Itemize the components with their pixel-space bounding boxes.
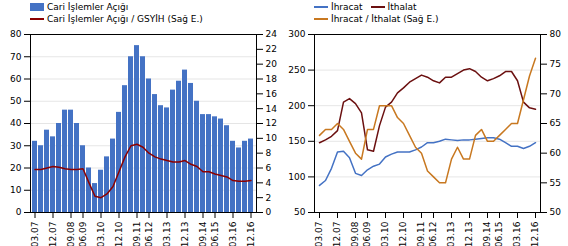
svg-text:22: 22 [266, 44, 277, 54]
svg-text:14: 14 [266, 104, 278, 114]
html-text:Cari İşlemler Açığı: Cari İşlemler Açığı [47, 2, 129, 12]
svg-text:200: 200 [288, 101, 305, 111]
svg-text:06.15: 06.15 [210, 222, 220, 246]
svg-text:03.13: 03.13 [162, 222, 172, 246]
svg-text:10: 10 [10, 185, 22, 195]
svg-text:18: 18 [266, 74, 278, 84]
svg-text:12.16: 12.16 [530, 221, 540, 246]
svg-text:06.09: 06.09 [78, 221, 88, 246]
svg-text:09.08: 09.08 [66, 221, 76, 246]
svg-text:12: 12 [266, 118, 277, 128]
svg-text:09.14: 09.14 [482, 221, 492, 246]
svg-text:6: 6 [266, 163, 272, 173]
svg-text:03.10: 03.10 [96, 221, 106, 246]
html-text:İhracat / İthalat (Sağ E.): İhracat / İthalat (Sağ E.) [331, 14, 439, 24]
svg-text:20: 20 [266, 59, 278, 69]
svg-text:06.09: 06.09 [362, 221, 372, 246]
html-text:İhracat: İhracat [331, 2, 363, 12]
svg-text:150: 150 [288, 136, 305, 146]
svg-text:10: 10 [266, 133, 278, 143]
svg-text:03.07: 03.07 [30, 222, 40, 246]
svg-text:09.11: 09.11 [132, 222, 142, 246]
svg-text:2: 2 [266, 193, 272, 203]
svg-text:50: 50 [294, 207, 306, 217]
svg-text:06.12: 06.12 [144, 222, 154, 246]
svg-text:300: 300 [288, 29, 305, 39]
svg-text:100: 100 [288, 172, 305, 182]
svg-text:40: 40 [10, 118, 22, 128]
svg-text:65: 65 [550, 118, 561, 128]
svg-text:20: 20 [10, 163, 22, 173]
svg-text:60: 60 [550, 148, 562, 158]
svg-text:50: 50 [550, 207, 562, 217]
svg-text:4: 4 [266, 178, 272, 188]
svg-text:24: 24 [266, 29, 278, 39]
svg-text:50: 50 [10, 96, 22, 106]
svg-text:12.10: 12.10 [398, 221, 408, 246]
svg-text:0: 0 [266, 207, 272, 217]
svg-text:75: 75 [550, 59, 561, 69]
svg-text:03.07: 03.07 [314, 222, 324, 246]
svg-text:12.16: 12.16 [246, 221, 256, 246]
svg-text:30: 30 [10, 141, 22, 151]
svg-text:12.07: 12.07 [48, 222, 58, 246]
svg-text:06.12: 06.12 [428, 222, 438, 246]
svg-text:70: 70 [550, 89, 562, 99]
svg-text:12.13: 12.13 [464, 222, 474, 246]
svg-text:70: 70 [10, 52, 22, 62]
svg-text:09.08: 09.08 [350, 221, 360, 246]
svg-text:60: 60 [10, 74, 22, 84]
svg-text:03.16: 03.16 [512, 221, 522, 246]
svg-text:03.16: 03.16 [228, 221, 238, 246]
svg-text:12.13: 12.13 [180, 222, 190, 246]
html-text:Cari İşlemler Açığı / GSYİH (S: Cari İşlemler Açığı / GSYİH (Sağ E.) [47, 14, 203, 24]
svg-text:80: 80 [550, 29, 562, 39]
svg-text:09.14: 09.14 [198, 221, 208, 246]
svg-text:16: 16 [266, 89, 278, 99]
html-text:İthalat: İthalat [387, 2, 417, 12]
svg-text:06.15: 06.15 [494, 222, 504, 246]
svg-text:80: 80 [10, 29, 22, 39]
svg-text:03.13: 03.13 [446, 222, 456, 246]
svg-text:8: 8 [266, 148, 272, 158]
svg-text:55: 55 [550, 178, 561, 188]
svg-text:12.07: 12.07 [332, 222, 342, 246]
svg-text:12.10: 12.10 [114, 221, 124, 246]
svg-text:09.11: 09.11 [416, 222, 426, 246]
svg-text:0: 0 [16, 207, 22, 217]
svg-text:250: 250 [288, 65, 305, 75]
svg-text:03.10: 03.10 [380, 221, 390, 246]
